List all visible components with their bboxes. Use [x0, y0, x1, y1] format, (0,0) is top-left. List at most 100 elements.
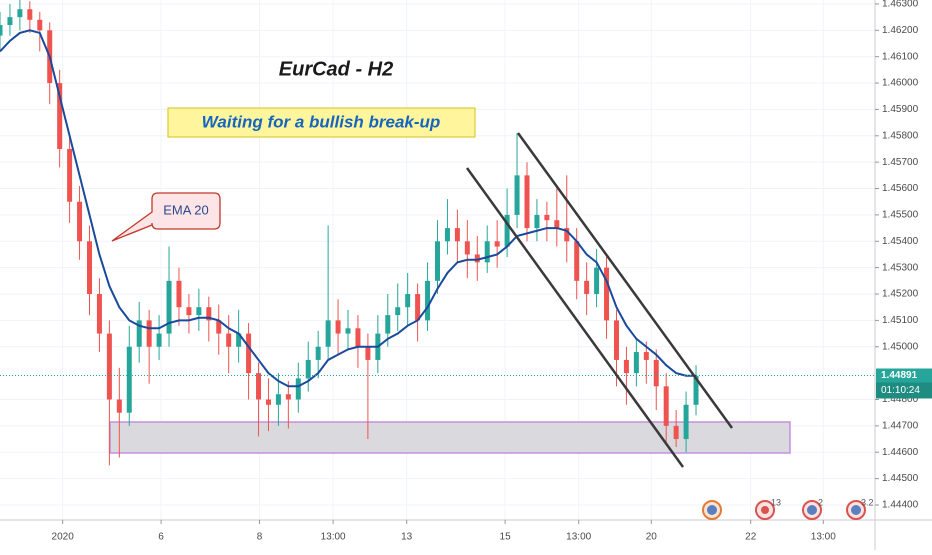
candle-body	[295, 378, 301, 400]
candle-body	[435, 241, 440, 281]
y-tick-label: 1.45900	[882, 104, 919, 115]
candle-body	[584, 280, 590, 295]
event-icon-inner	[707, 505, 717, 515]
event-count: 3.2	[861, 497, 874, 507]
candle-body	[444, 228, 450, 242]
candle-body	[96, 294, 102, 334]
candle-body	[504, 214, 510, 247]
y-tick-label: 1.44600	[882, 447, 919, 458]
candle-body	[415, 294, 421, 321]
candle-body	[256, 373, 262, 400]
candle-body	[524, 175, 530, 229]
candle-body	[385, 315, 391, 334]
annotation: Waiting for a bullish break-up	[202, 112, 441, 131]
candle-body	[623, 359, 629, 374]
candle-body	[574, 241, 580, 281]
candle-body	[67, 148, 73, 202]
countdown-tag	[876, 382, 932, 399]
channel-upper	[516, 132, 734, 429]
candle-body	[335, 320, 341, 334]
x-tick-label: 13:00	[811, 532, 836, 543]
x-tick-label: 6	[158, 532, 164, 543]
candle-body	[395, 307, 401, 316]
y-tick-label: 1.44800	[882, 394, 919, 405]
candle-body	[693, 375, 699, 405]
price-tag	[876, 368, 932, 383]
candle-body	[673, 425, 679, 440]
y-tick-label: 1.45200	[882, 289, 919, 300]
candle-body	[226, 333, 232, 347]
event-icon-inner	[761, 506, 769, 514]
countdown-label: 01:10:24	[881, 385, 920, 396]
y-tick-label: 1.46200	[882, 25, 919, 36]
candle-body	[186, 307, 192, 316]
x-tick-label: 13:00	[321, 532, 346, 543]
candle-body	[663, 386, 669, 426]
candle-body	[275, 394, 281, 405]
candle-body	[474, 254, 480, 263]
event-count: 2	[818, 497, 823, 507]
x-tick-label: 13:00	[566, 532, 591, 543]
candle-body	[534, 214, 540, 229]
y-tick-label: 1.46100	[882, 51, 919, 62]
y-tick-label: 1.45800	[882, 130, 919, 141]
price-tag-label: 1.44891	[881, 370, 918, 381]
ema-label: EMA 20	[163, 202, 209, 217]
candle-body	[643, 352, 649, 360]
x-tick-label: 2020	[52, 532, 75, 543]
candle-body	[365, 346, 371, 360]
candle-body	[564, 228, 570, 242]
channel-lower	[465, 167, 685, 468]
candle-body	[484, 241, 490, 263]
candle-body	[464, 241, 470, 255]
candle-body	[604, 267, 610, 321]
plot-area	[0, 0, 875, 466]
x-tick-label: 20	[646, 532, 658, 543]
candle-body	[7, 17, 13, 26]
candle-body	[285, 394, 291, 400]
y-tick-label: 1.45600	[882, 183, 919, 194]
y-tick-label: 1.44700	[882, 421, 919, 432]
x-tick-label: 22	[745, 532, 757, 543]
candle-body	[653, 359, 659, 387]
annotation-box	[167, 107, 476, 138]
candle-body	[514, 175, 520, 215]
candle-body	[305, 359, 311, 379]
candle-body	[494, 241, 500, 247]
candle-body	[17, 9, 23, 18]
candle-body	[0, 25, 3, 36]
candle-body	[116, 399, 122, 413]
candle-body	[236, 333, 242, 347]
y-tick-label: 1.45400	[882, 236, 919, 247]
candle-body	[325, 320, 331, 347]
candle-body	[156, 333, 162, 347]
ema-callout	[111, 192, 221, 242]
candle-body	[683, 404, 689, 440]
candle-body	[594, 267, 600, 295]
axes: 1.46300 1.46200 1.46100 1.46000 1.45900 1.458…	[52, 0, 932, 543]
y-tick-label: 1.45000	[882, 341, 919, 352]
candle-body	[37, 19, 43, 31]
candle-body	[265, 399, 271, 405]
x-tick-label: 13	[401, 532, 413, 543]
event-icon-inner	[807, 505, 817, 515]
y-tick-label: 1.45700	[882, 157, 919, 168]
y-tick-label: 1.45100	[882, 315, 919, 326]
y-tick-label: 1.46300	[882, 0, 919, 10]
y-tick-label: 1.44500	[882, 473, 919, 484]
y-tick-label: 1.44400	[882, 500, 919, 511]
candle-body	[454, 228, 460, 242]
chart-title: EurCad - H2	[279, 58, 393, 80]
candle-body	[633, 352, 639, 374]
candle-body	[405, 294, 411, 308]
candle-body	[613, 320, 619, 360]
candle-body	[554, 220, 560, 229]
candle-body	[345, 328, 351, 334]
candle-body	[246, 333, 252, 374]
candle-body	[544, 214, 550, 221]
x-tick-label: 8	[257, 532, 263, 543]
candle-body	[27, 9, 33, 20]
